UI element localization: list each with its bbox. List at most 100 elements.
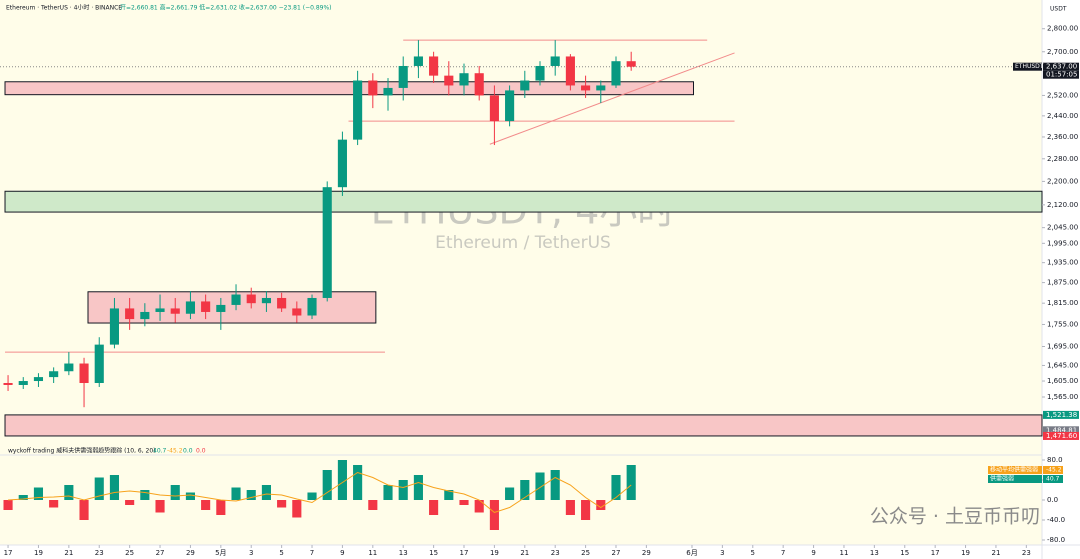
x-tick-label: 19 — [961, 549, 970, 557]
price-label-box — [1043, 62, 1079, 71]
candle-body — [277, 297, 287, 309]
indicator-bar — [307, 492, 317, 500]
indicator-bar — [3, 500, 13, 510]
indicator-bar — [109, 475, 120, 500]
x-tick-label: 17 — [4, 549, 13, 557]
indicator-bar — [489, 500, 499, 530]
candle-body — [581, 85, 591, 91]
indicator-bar — [216, 500, 226, 515]
price-label-box — [1043, 410, 1079, 419]
indicator-bar — [79, 500, 89, 520]
indicator-legend-value: 40.7 — [1046, 476, 1060, 483]
y-tick-label: 1,815.00 — [1047, 299, 1078, 307]
x-tick-label: 5 — [279, 549, 283, 557]
x-tick-label: 15 — [900, 549, 909, 557]
candle-body — [353, 80, 363, 140]
indicator-bar — [520, 480, 530, 500]
indicator-bar — [550, 470, 560, 500]
indicator-bar — [383, 485, 393, 500]
candle-body — [626, 61, 636, 67]
indicator-bar — [474, 500, 484, 513]
candle-body — [505, 90, 515, 122]
candle-body — [398, 65, 408, 88]
indicator-bar — [611, 475, 621, 500]
indicator-bar — [429, 500, 439, 515]
candle-body — [368, 80, 378, 96]
y-tick-label: 2,045.00 — [1047, 224, 1078, 232]
y-tick-label: 1,755.00 — [1047, 320, 1078, 328]
y-tick-label: 2,280.00 — [1047, 155, 1078, 163]
indicator-bar — [535, 472, 545, 500]
candle-body — [383, 87, 393, 96]
x-tick-label: 21 — [64, 549, 73, 557]
zone — [4, 190, 1043, 213]
x-tick-label: 17 — [460, 549, 469, 557]
zone — [4, 414, 1043, 437]
indicator-bar — [368, 500, 378, 510]
candle-body — [535, 65, 545, 81]
indicator-bar — [505, 487, 515, 500]
y-tick-label: 1,605.00 — [1047, 377, 1078, 385]
candle-body — [216, 304, 226, 312]
x-tick-label: 23 — [95, 549, 104, 557]
candle-body — [520, 80, 530, 91]
candle-body — [611, 61, 621, 86]
indicator-reading: 40.7 — [153, 448, 167, 455]
indicator-tick-label: 0.0 — [1047, 496, 1058, 504]
indicator-bar — [337, 460, 347, 500]
indicator-bar — [261, 485, 271, 500]
header-symbol: Ethereum · TetherUS · 4小时 · BINANCE — [6, 4, 122, 12]
candle-body — [170, 308, 180, 314]
candle-body — [246, 294, 256, 304]
candle-body — [109, 308, 120, 345]
currency: USDT — [1050, 6, 1067, 13]
indicator-tick-label: -40.0 — [1047, 516, 1065, 524]
candle-body — [444, 75, 454, 86]
x-tick-label: 19 — [490, 549, 499, 557]
indicator-bar — [18, 495, 28, 500]
indicator-bar — [322, 470, 332, 500]
x-tick-label: 9 — [340, 549, 344, 557]
x-tick-label: 15 — [429, 549, 438, 557]
indicator-legend-value-box — [1043, 475, 1063, 483]
indicator-reading: 0.0 — [196, 448, 206, 455]
candle-body — [155, 308, 165, 312]
indicator-bar — [49, 500, 59, 508]
candle-body — [94, 344, 104, 384]
x-tick-label: 21 — [520, 549, 529, 557]
indicator-bar — [185, 492, 195, 500]
indicator-bar — [444, 490, 454, 500]
candle-body — [596, 85, 606, 91]
candle-body — [322, 187, 332, 298]
candle-body — [140, 311, 150, 320]
y-tick-label: 2,440.00 — [1047, 112, 1078, 120]
header-ohlc: 开=2,660.81 高=2,661.79 低=2,631.02 收=2,637… — [120, 4, 332, 12]
indicator-bar — [94, 477, 104, 500]
y-tick-label: 2,360.00 — [1047, 133, 1078, 141]
indicator-legend-name: 供需强弱 — [990, 475, 1014, 483]
x-tick-label: 9 — [811, 549, 815, 557]
indicator-legend-name: 移动平均供需强弱 — [990, 466, 1038, 474]
candle-body — [489, 95, 499, 122]
indicator-legend-box — [988, 475, 1042, 483]
price-label-box — [1043, 426, 1079, 435]
x-tick-label: 7 — [310, 549, 314, 557]
indicator-bar — [413, 475, 423, 500]
x-tick-label: 7 — [781, 549, 785, 557]
price-label: 1,484.81 — [1046, 426, 1077, 434]
candle-body — [413, 56, 423, 66]
price-label-box — [1043, 431, 1079, 440]
indicator-bar — [581, 500, 591, 520]
symbol-tag-box — [1013, 62, 1042, 71]
indicator-ma-line — [8, 471, 632, 514]
y-tick-label: 2,120.00 — [1047, 201, 1078, 209]
candle-body — [337, 139, 347, 188]
y-tick-label: 2,700.00 — [1047, 48, 1078, 56]
candle-body — [429, 56, 439, 76]
x-tick-label: 3 — [720, 549, 724, 557]
y-tick-label: 1,995.00 — [1047, 239, 1078, 247]
indicator-bar — [140, 490, 150, 500]
candle-body — [79, 363, 89, 384]
indicator-bar — [565, 500, 575, 515]
indicator-bar — [246, 490, 256, 500]
